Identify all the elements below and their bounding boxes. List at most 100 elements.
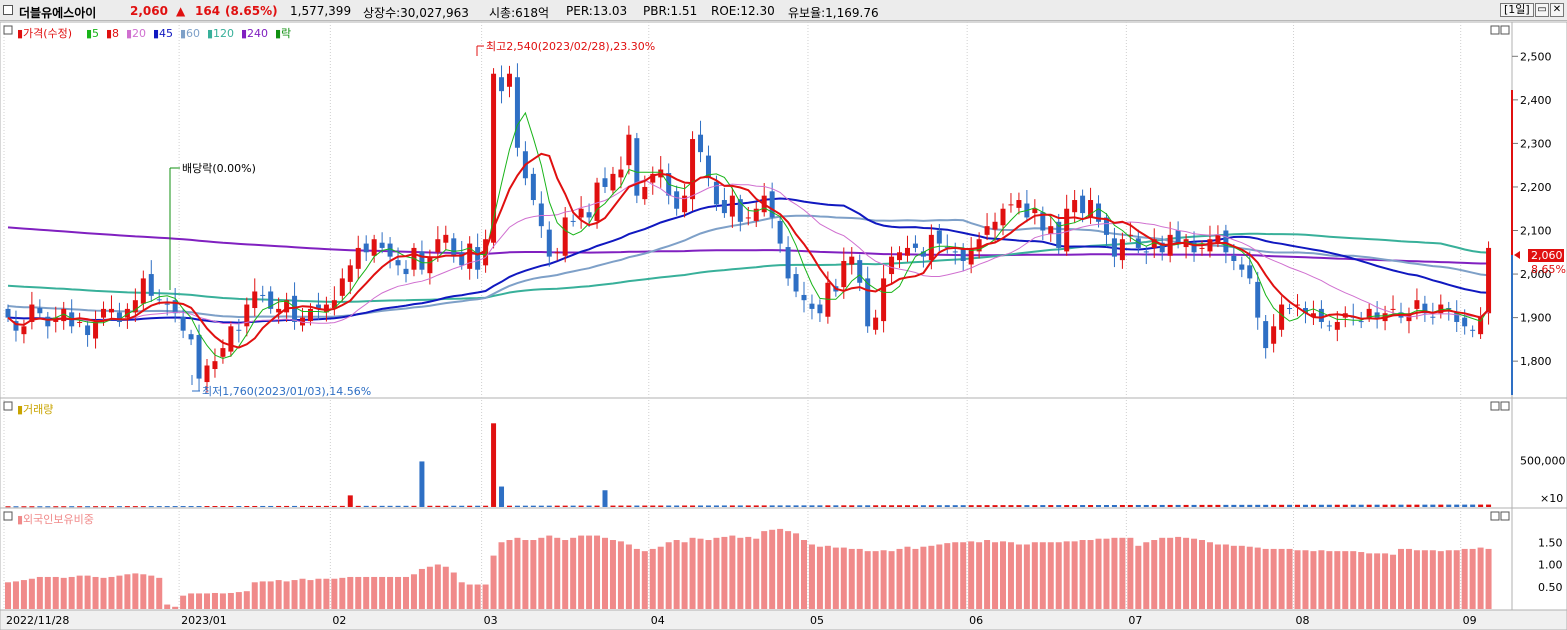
candle-body: [1088, 200, 1094, 217]
volume-bar: [93, 506, 99, 508]
high-annotation: 최고2,540(2023/02/28),23.30%: [486, 40, 655, 53]
volume-bar: [196, 506, 202, 508]
candle-body: [244, 304, 250, 327]
candle-body: [276, 308, 282, 313]
period-button[interactable]: [1일]: [1500, 3, 1534, 17]
volume-bar: [777, 505, 783, 507]
volume-bar: [1175, 504, 1181, 507]
foreign-ratio-bar: [140, 574, 147, 609]
panel-close-icon[interactable]: [1500, 25, 1510, 35]
foreign-ratio-bar: [928, 545, 935, 609]
candle-body: [1438, 304, 1444, 314]
foreign-ratio-bar: [1000, 541, 1006, 609]
volume-bar: [626, 505, 632, 507]
foreign-ratio-bar: [100, 577, 107, 609]
foreign-ratio-bar: [1047, 542, 1054, 609]
foreign-ratio-bar: [76, 575, 83, 609]
candle-body: [984, 226, 990, 235]
volume-bar: [1438, 504, 1444, 507]
volume-bar: [1287, 504, 1293, 507]
candle-body: [1040, 212, 1046, 231]
panel-maximize-icon[interactable]: [1490, 401, 1500, 411]
candle-body: [45, 316, 51, 327]
volume-bar: [1366, 504, 1372, 507]
volume-bar: [212, 506, 218, 508]
volume-bar: [395, 505, 401, 507]
foreign-ratio-bar: [984, 540, 991, 609]
volume-bar: [1183, 504, 1189, 507]
market-cap: 시총:618억: [489, 6, 550, 20]
foreign-ratio-bar: [1453, 550, 1460, 609]
volume-bar: [21, 506, 27, 508]
candle-body: [674, 191, 680, 209]
volume-bar: [1207, 504, 1213, 507]
candle-body: [292, 295, 298, 322]
candle-body: [93, 321, 99, 339]
foreign-ratio-bar: [960, 542, 967, 609]
candle-body: [252, 291, 258, 309]
volume-bar: [1478, 504, 1484, 507]
volume-bar: [101, 506, 107, 508]
candle-body: [618, 169, 624, 178]
candle-body: [530, 173, 536, 201]
candle-body: [268, 291, 274, 309]
foreign-ratio-bar: [649, 548, 656, 609]
candle-body: [1215, 234, 1221, 243]
candle-body: [323, 304, 329, 313]
candle-body: [204, 365, 210, 383]
foreign-ratio-bar: [410, 574, 417, 609]
volume-bar: [29, 506, 35, 508]
volume-bar: [1271, 504, 1277, 507]
foreign-ratio-bar: [204, 593, 210, 609]
foreign-ratio-bar: [1063, 541, 1070, 609]
candle-body: [5, 308, 11, 318]
panel-maximize-icon[interactable]: [1490, 511, 1500, 521]
volume-bar: [1470, 504, 1476, 507]
close-icon[interactable]: ✕: [1550, 3, 1564, 17]
candle-body: [355, 247, 361, 269]
candle-body: [1016, 200, 1022, 208]
volume-bar: [761, 505, 767, 507]
foreign-ratio-bar: [944, 543, 951, 609]
candle-body: [777, 220, 783, 244]
restore-icon[interactable]: ▭: [1535, 3, 1549, 17]
date-tick-label: 09: [1463, 614, 1477, 627]
panel-close-icon[interactable]: [1500, 401, 1510, 411]
candle-body: [849, 256, 855, 265]
volume-bar: [769, 505, 775, 507]
panel-toggle-icon[interactable]: [3, 511, 13, 521]
panel-toggle-icon[interactable]: [3, 25, 13, 35]
foreign-ratio-bar: [793, 533, 800, 609]
price-tick-label: 1,800: [1520, 355, 1552, 368]
volume-bar: [658, 505, 664, 507]
panel-maximize-icon[interactable]: [1490, 25, 1500, 35]
candle-body: [116, 312, 122, 322]
foreign-ratio-bar: [283, 581, 290, 609]
candle-body: [1239, 264, 1245, 270]
foreign-ratio-bar: [1151, 540, 1158, 609]
foreign-ratio-bar: [578, 535, 585, 609]
panel-toggle-icon[interactable]: [3, 401, 13, 411]
volume-bar: [682, 505, 688, 507]
foreign-ratio-bar: [219, 593, 226, 609]
foreign-ratio-bar: [387, 576, 394, 609]
foreign-ratio-bar: [1254, 547, 1261, 609]
foreign-ratio-bar: [864, 551, 871, 609]
ma-legend-label: 8: [112, 27, 119, 40]
volume-bar: [164, 506, 170, 508]
foreign-ratio-bar: [395, 576, 402, 609]
volume-bar: [140, 506, 146, 508]
reserve-ratio: 유보율:1,169.76: [788, 6, 879, 20]
trade-volume: 1,577,399: [290, 4, 352, 18]
volume-bar: [1326, 504, 1332, 507]
price-tick-label: 2,000: [1520, 268, 1552, 281]
volume-bar: [1342, 504, 1348, 507]
panel-close-icon[interactable]: [1500, 511, 1510, 521]
checkbox-icon[interactable]: [3, 5, 13, 15]
foreign-ratio-bar: [172, 606, 179, 609]
volume-bar: [1072, 505, 1078, 507]
volume-legend-label: 거래량: [23, 403, 53, 416]
candle-body: [737, 199, 743, 222]
